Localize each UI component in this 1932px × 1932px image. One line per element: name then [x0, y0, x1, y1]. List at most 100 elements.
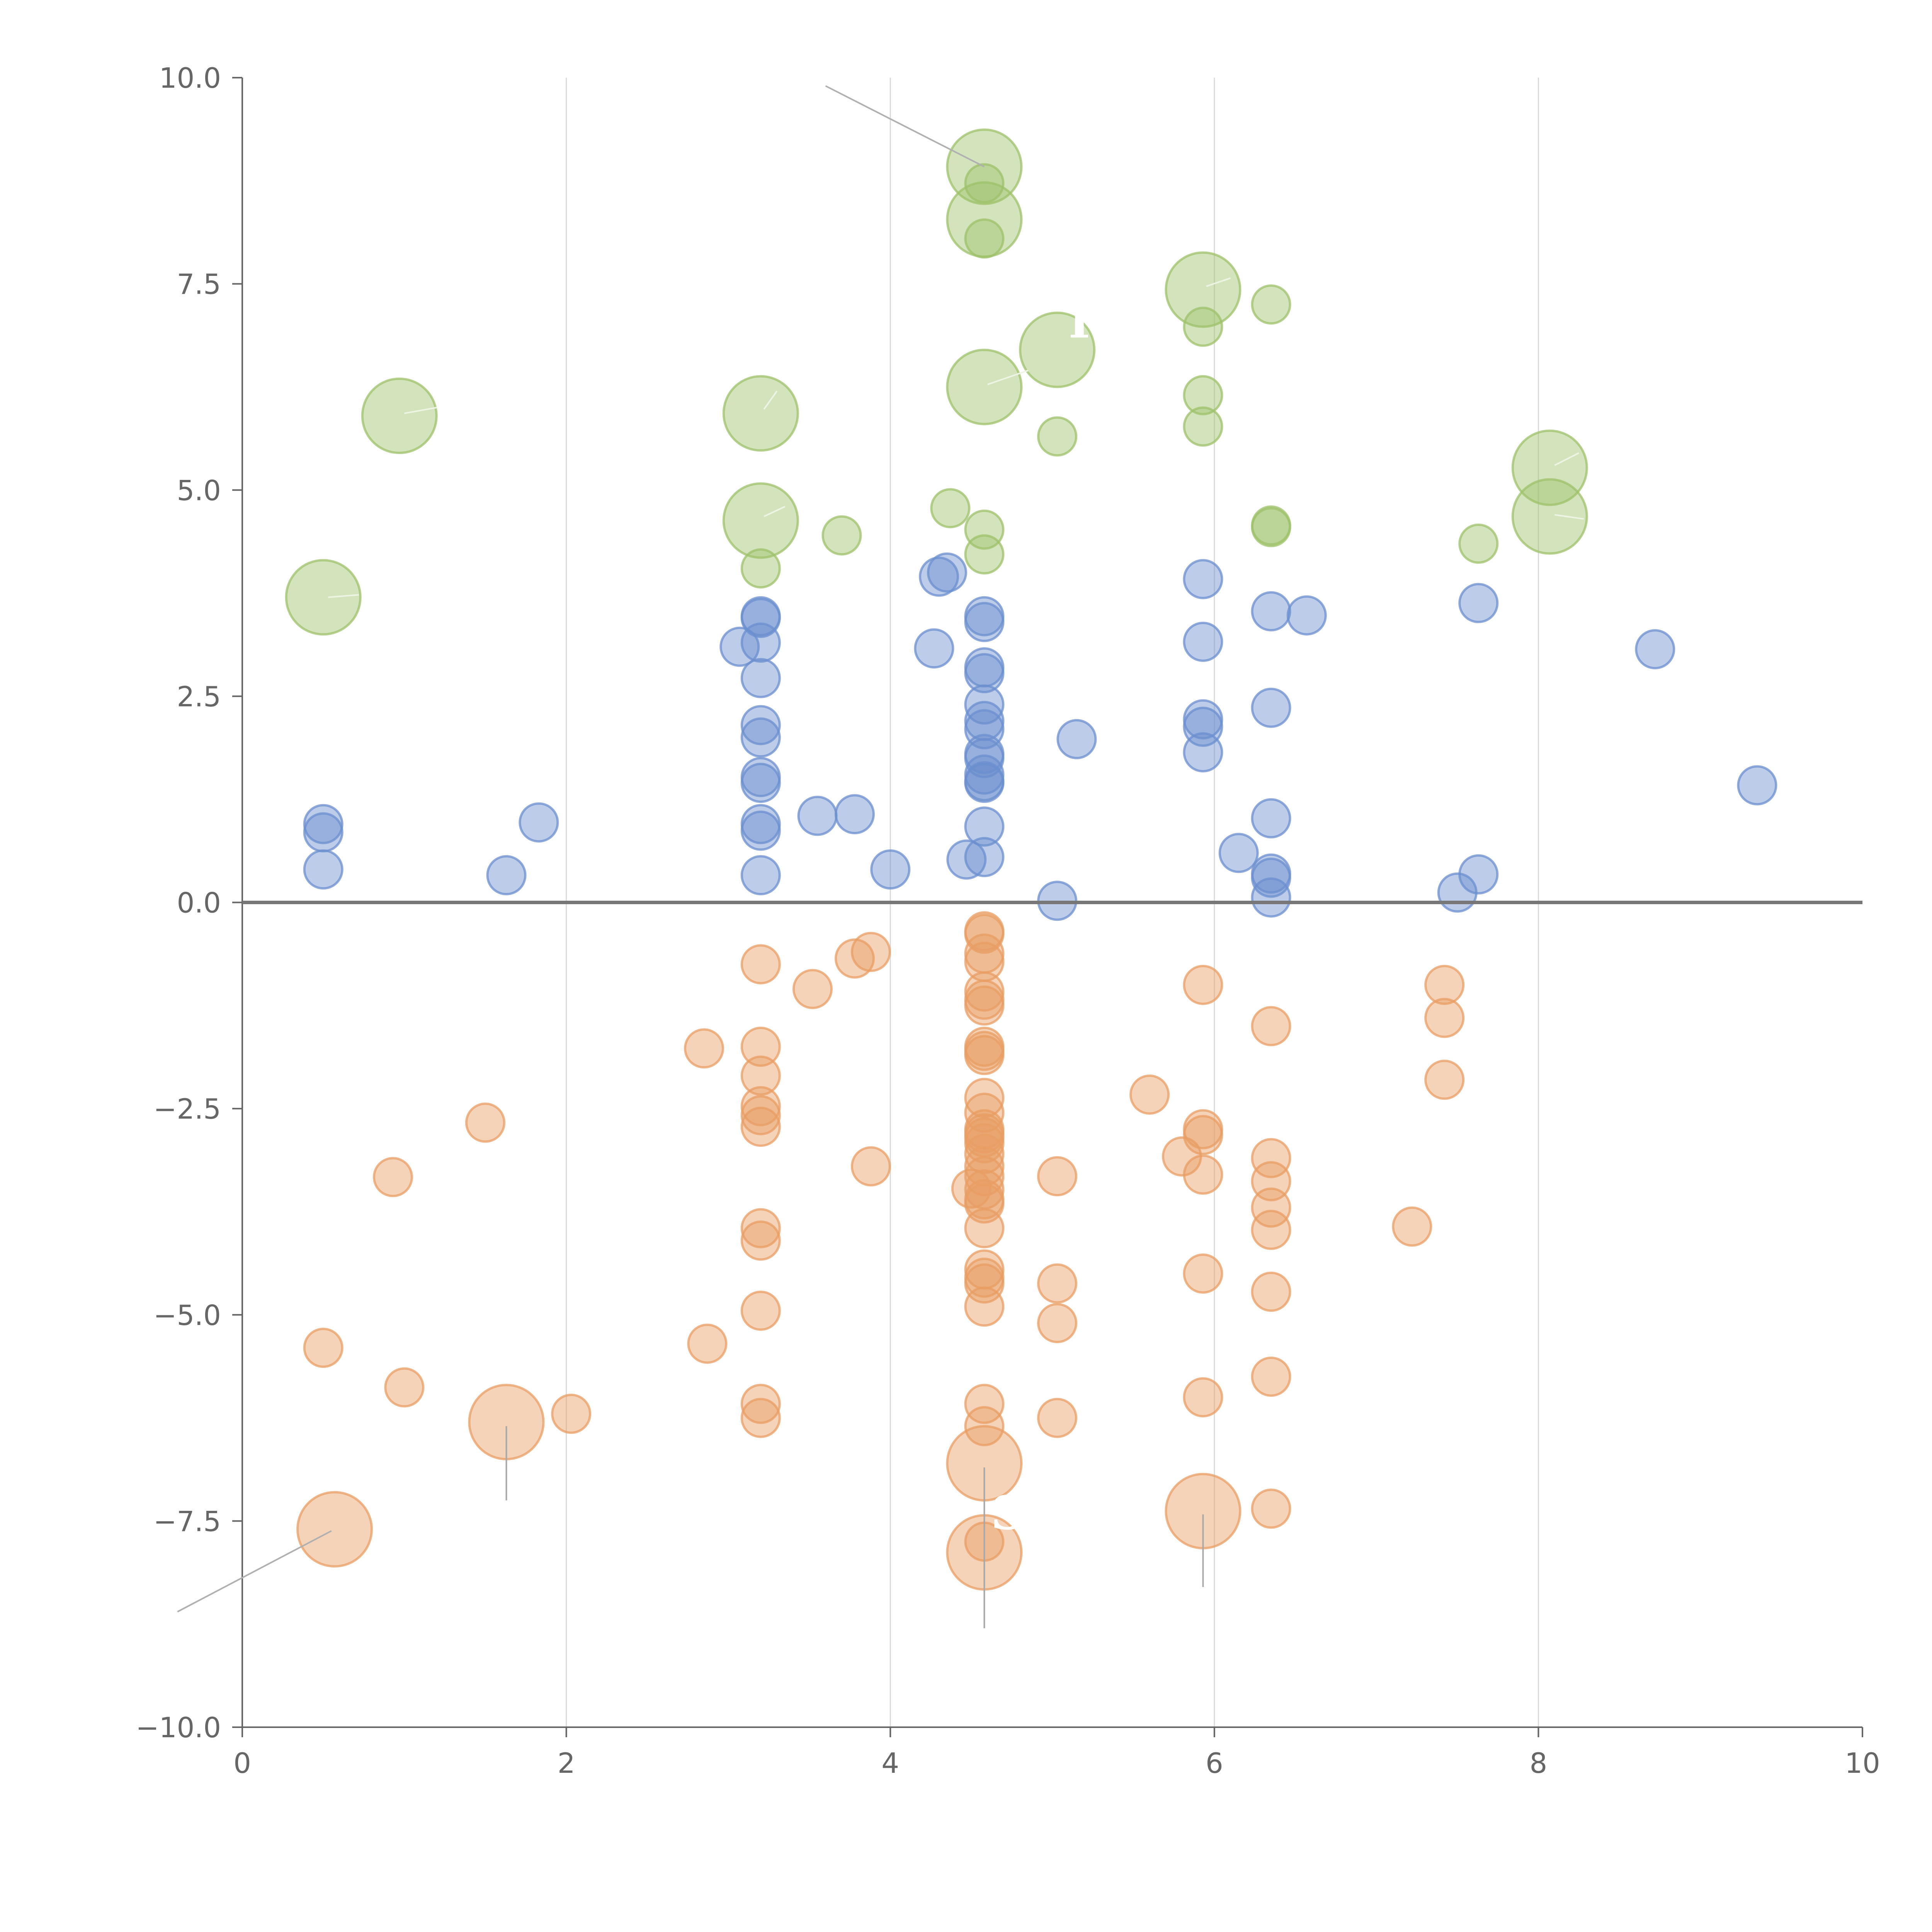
bubble-point [740, 1086, 781, 1126]
bubble-point [930, 488, 971, 529]
bubble-point [740, 1095, 781, 1136]
bubble-point [285, 559, 362, 636]
bubble-point [740, 622, 781, 663]
bubble-point [964, 762, 1005, 803]
bubble-point [1511, 478, 1588, 555]
bubble-point [740, 1027, 781, 1067]
bubble-point [870, 849, 911, 890]
bubble-point [964, 1156, 1005, 1197]
y-tick-label: −2.5 [153, 1093, 221, 1125]
bubble-point [1635, 629, 1675, 670]
bubble-point [850, 932, 891, 972]
y-tick-label: −10.0 [136, 1711, 221, 1744]
bubble-point [1165, 251, 1242, 328]
bubble-point [927, 552, 967, 593]
bubble-point [740, 1055, 781, 1096]
bubble-point [740, 762, 781, 803]
bubble-point [964, 1123, 1005, 1163]
bubble-point [914, 628, 954, 669]
bubble-point [1286, 595, 1327, 636]
bubble-point [1251, 1209, 1291, 1250]
bubble-point [1458, 583, 1499, 623]
bubble-point [1251, 591, 1291, 632]
bubble-point [1218, 833, 1259, 873]
bubble-point [964, 534, 1005, 575]
bubble-point [964, 602, 1005, 642]
bubble-point [1183, 1253, 1223, 1294]
bubble-point [1183, 559, 1223, 599]
bubble-point [740, 855, 781, 896]
bubble-point [722, 482, 799, 559]
bubble-point [740, 1208, 781, 1248]
bubble-point [740, 1220, 781, 1261]
bubble-point [834, 794, 875, 835]
bubble-point [1251, 877, 1291, 918]
bubble-point [964, 837, 1005, 878]
y-tick-label: 5.0 [177, 474, 221, 507]
bubble-point [1251, 1356, 1291, 1397]
bubble-point [964, 985, 1005, 1026]
bubble-point [1183, 621, 1223, 662]
leader-line [1554, 452, 1580, 466]
bubble-point [303, 812, 344, 853]
bubble-point [1037, 1303, 1078, 1344]
bubble-point [964, 1035, 1005, 1075]
bubble-point [1251, 284, 1291, 325]
bubble-point [964, 1263, 1005, 1304]
bubble-point [1424, 964, 1465, 1005]
bubble-point [964, 1208, 1005, 1248]
leader-line [825, 85, 985, 168]
bubbles [285, 128, 1777, 1591]
annotation-label: K [1068, 294, 1110, 349]
x-tick-label: 10 [1845, 1747, 1880, 1779]
bubble-point [1183, 964, 1223, 1005]
bubble-point [722, 375, 799, 452]
bubble-point [1424, 1060, 1465, 1100]
annotation-label: S [991, 1486, 1024, 1541]
bubble-point [1183, 406, 1223, 447]
bubble-point [1037, 416, 1078, 457]
bubble-point [1183, 1115, 1223, 1155]
bubble-point [1251, 687, 1291, 728]
bubble-point [834, 938, 875, 979]
leader-lines [177, 85, 1584, 1628]
bubble-point [740, 548, 781, 589]
bubble-point [465, 1102, 505, 1143]
bubble-point [1037, 1263, 1078, 1304]
annotations: KS [991, 294, 1110, 1540]
x-tick-label: 8 [1529, 1747, 1547, 1779]
bubble-point [1392, 1206, 1432, 1247]
y-tick-label: −5.0 [153, 1299, 221, 1332]
bubble-point [1458, 854, 1499, 895]
leader-line [1206, 277, 1231, 287]
bubble-point [1183, 306, 1223, 347]
leader-line [987, 369, 1029, 385]
x-tick-label: 2 [558, 1747, 575, 1779]
bubble-point [964, 653, 1005, 694]
bubble-point [792, 969, 833, 1009]
bubble-point [1251, 507, 1291, 548]
bubble-point [687, 1323, 728, 1364]
leader-line [177, 1530, 332, 1612]
bubble-point [303, 849, 344, 890]
bubble-point [1511, 429, 1588, 506]
leader-line [764, 506, 786, 517]
x-tick-label: 0 [233, 1747, 251, 1779]
x-tick-label: 4 [881, 1747, 899, 1779]
bubble-point [303, 1328, 344, 1368]
y-tick-label: 7.5 [177, 268, 221, 301]
bubble-point [1019, 311, 1096, 388]
bubble-point [850, 1146, 891, 1187]
bubble-point [372, 1157, 413, 1197]
bubble-point [296, 1491, 373, 1568]
bubble-point [740, 810, 781, 851]
y-tick-label: 2.5 [177, 680, 221, 713]
bubble-point [551, 1393, 592, 1434]
x-tick-label: 6 [1206, 1747, 1223, 1779]
bubble-point [964, 218, 1005, 259]
bubble-point [1737, 765, 1777, 806]
bubble-point [1251, 1138, 1291, 1179]
bubble-point [1037, 1156, 1078, 1197]
bubble-point [1251, 1006, 1291, 1046]
